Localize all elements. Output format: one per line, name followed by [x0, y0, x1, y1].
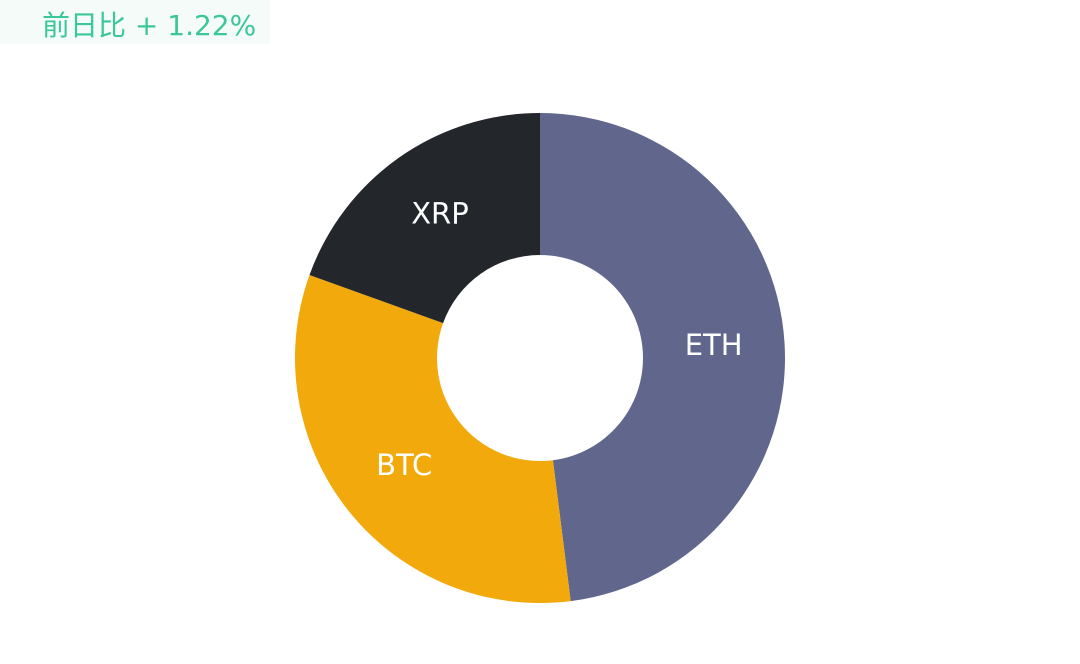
donut-slice [540, 113, 785, 602]
donut-slice [295, 275, 571, 603]
slice-label: BTC [376, 448, 432, 482]
header: 前日比 + 1.22% [0, 0, 270, 44]
donut-slice [309, 113, 540, 324]
change-text: 前日比 + 1.22% [42, 9, 257, 42]
slice-label: XRP [411, 197, 469, 231]
slice-label: ETH [685, 328, 743, 362]
